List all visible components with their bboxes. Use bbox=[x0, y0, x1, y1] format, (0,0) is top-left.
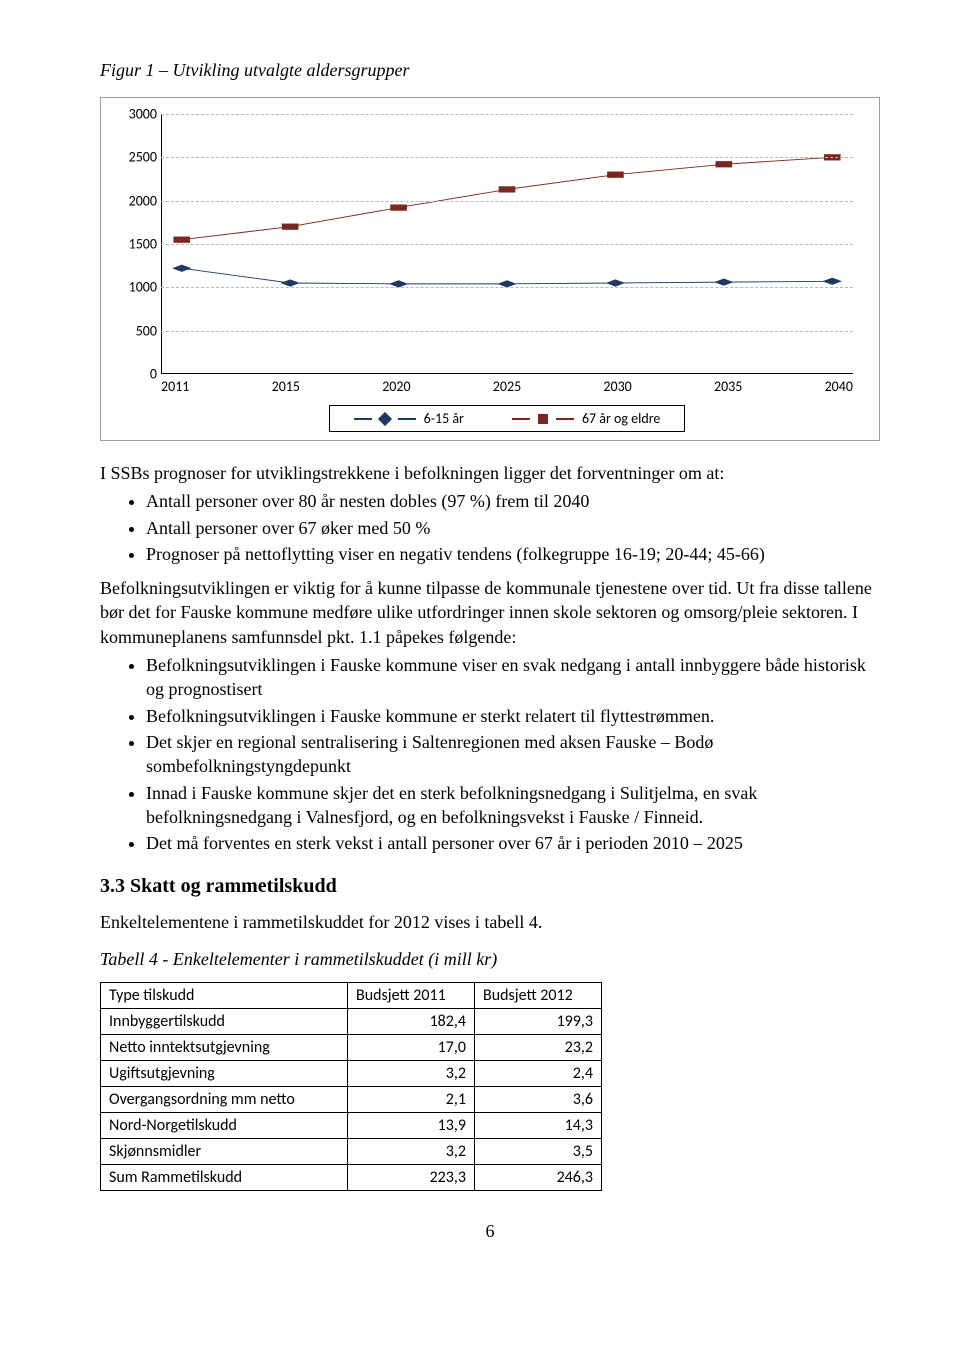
table-cell: 3,6 bbox=[475, 1086, 602, 1112]
gridline bbox=[161, 201, 853, 202]
table-cell: 199,3 bbox=[475, 1008, 602, 1034]
table-cell: Nord-Norgetilskudd bbox=[101, 1112, 348, 1138]
table-row: Sum Rammetilskudd223,3246,3 bbox=[101, 1164, 602, 1190]
table-cell: 3,5 bbox=[475, 1138, 602, 1164]
chart-container: 050010001500200025003000 201120152020202… bbox=[100, 97, 880, 441]
gridline bbox=[161, 287, 853, 288]
y-tick-label: 0 bbox=[117, 366, 157, 383]
square-marker-icon bbox=[282, 224, 299, 230]
table-cell: 182,4 bbox=[348, 1008, 475, 1034]
table-row: Overgangsordning mm netto2,13,6 bbox=[101, 1086, 602, 1112]
legend-label: 67 år og eldre bbox=[582, 410, 660, 427]
y-tick-label: 3000 bbox=[117, 106, 157, 123]
x-tick-label: 2015 bbox=[272, 378, 300, 395]
square-marker-icon bbox=[390, 204, 407, 210]
diamond-marker-icon bbox=[172, 265, 191, 272]
table-cell: Sum Rammetilskudd bbox=[101, 1164, 348, 1190]
table-row: Skjønnsmidler3,23,5 bbox=[101, 1138, 602, 1164]
gridline bbox=[161, 244, 853, 245]
square-marker-icon bbox=[499, 186, 516, 192]
y-tick-label: 1000 bbox=[117, 279, 157, 296]
list-item: Befolkningsutviklingen i Fauske kommune … bbox=[146, 704, 880, 728]
gridline bbox=[161, 114, 853, 115]
diamond-marker-icon bbox=[280, 279, 299, 286]
chart-legend: 6-15 år 67 år og eldre bbox=[329, 405, 686, 432]
gridline bbox=[161, 331, 853, 332]
list-item: Det må forventes en sterk vekst i antall… bbox=[146, 831, 880, 855]
section-heading: 3.3 Skatt og rammetilskudd bbox=[100, 875, 880, 898]
legend-item-6-15: 6-15 år bbox=[354, 410, 464, 427]
table-cell: 2,1 bbox=[348, 1086, 475, 1112]
list-item: Det skjer en regional sentralisering i S… bbox=[146, 730, 880, 779]
table-title: Tabell 4 - Enkeltelementer i rammetilsku… bbox=[100, 949, 880, 970]
table-cell: 246,3 bbox=[475, 1164, 602, 1190]
list-item: Antall personer over 67 øker med 50 % bbox=[146, 516, 880, 540]
mid-paragraph: Befolkningsutviklingen er viktig for å k… bbox=[100, 576, 880, 649]
x-tick-label: 2025 bbox=[493, 378, 521, 395]
table-cell: 3,2 bbox=[348, 1138, 475, 1164]
table-cell: Innbyggertilskudd bbox=[101, 1008, 348, 1034]
table-row: Netto inntektsutgjevning17,023,2 bbox=[101, 1034, 602, 1060]
gridline bbox=[161, 157, 853, 158]
table-cell: Netto inntektsutgjevning bbox=[101, 1034, 348, 1060]
table-row: Innbyggertilskudd182,4199,3 bbox=[101, 1008, 602, 1034]
list-item: Prognoser på nettoflytting viser en nega… bbox=[146, 542, 880, 566]
list-item: Befolkningsutviklingen i Fauske kommune … bbox=[146, 653, 880, 702]
table-row: Ugiftsutgjevning3,22,4 bbox=[101, 1060, 602, 1086]
table-cell: 3,2 bbox=[348, 1060, 475, 1086]
y-tick-label: 2000 bbox=[117, 192, 157, 209]
y-tick-label: 500 bbox=[117, 322, 157, 339]
square-marker-icon bbox=[716, 161, 733, 167]
table-cell: Ugiftsutgjevning bbox=[101, 1060, 348, 1086]
table-row: Nord-Norgetilskudd13,914,3 bbox=[101, 1112, 602, 1138]
diamond-marker-icon bbox=[606, 279, 625, 286]
square-marker-icon bbox=[538, 414, 548, 424]
diamond-marker-icon bbox=[378, 411, 392, 425]
table-cell: Skjønnsmidler bbox=[101, 1138, 348, 1164]
x-tick-labels: 2011 2015 2020 2025 2030 2035 2040 bbox=[161, 374, 853, 395]
mid-bullet-list: Befolkningsutviklingen i Fauske kommune … bbox=[100, 653, 880, 855]
table-header: Budsjett 2011 bbox=[348, 982, 475, 1008]
line-chart: 050010001500200025003000 bbox=[161, 114, 853, 374]
x-tick-label: 2035 bbox=[714, 378, 742, 395]
page-number: 6 bbox=[100, 1221, 880, 1242]
list-item: Antall personer over 80 år nesten dobles… bbox=[146, 489, 880, 513]
intro-bullet-list: Antall personer over 80 år nesten dobles… bbox=[100, 489, 880, 566]
table-cell: Overgangsordning mm netto bbox=[101, 1086, 348, 1112]
table-cell: 223,3 bbox=[348, 1164, 475, 1190]
x-tick-label: 2040 bbox=[825, 378, 853, 395]
intro-paragraph: I SSBs prognoser for utviklingstrekkene … bbox=[100, 461, 880, 485]
x-tick-label: 2020 bbox=[382, 378, 410, 395]
table-cell: 17,0 bbox=[348, 1034, 475, 1060]
legend-label: 6-15 år bbox=[424, 410, 464, 427]
figure-title: Figur 1 – Utvikling utvalgte aldersgrupp… bbox=[100, 60, 880, 81]
x-tick-label: 2011 bbox=[161, 378, 189, 395]
diamond-marker-icon bbox=[823, 278, 842, 285]
y-tick-label: 2500 bbox=[117, 149, 157, 166]
x-tick-label: 2030 bbox=[603, 378, 631, 395]
table-header: Type tilskudd bbox=[101, 982, 348, 1008]
table-cell: 23,2 bbox=[475, 1034, 602, 1060]
table-cell: 14,3 bbox=[475, 1112, 602, 1138]
rammetilskudd-table: Type tilskudd Budsjett 2011 Budsjett 201… bbox=[100, 982, 602, 1191]
square-marker-icon bbox=[607, 172, 624, 178]
legend-item-67plus: 67 år og eldre bbox=[512, 410, 660, 427]
square-marker-icon bbox=[173, 237, 190, 243]
table-cell: 2,4 bbox=[475, 1060, 602, 1086]
series-line bbox=[182, 157, 832, 239]
y-tick-label: 1500 bbox=[117, 236, 157, 253]
section-text: Enkeltelementene i rammetilskuddet for 2… bbox=[100, 910, 880, 934]
table-header: Budsjett 2012 bbox=[475, 982, 602, 1008]
diamond-marker-icon bbox=[714, 278, 733, 285]
list-item: Innad i Fauske kommune skjer det en ster… bbox=[146, 781, 880, 830]
table-cell: 13,9 bbox=[348, 1112, 475, 1138]
